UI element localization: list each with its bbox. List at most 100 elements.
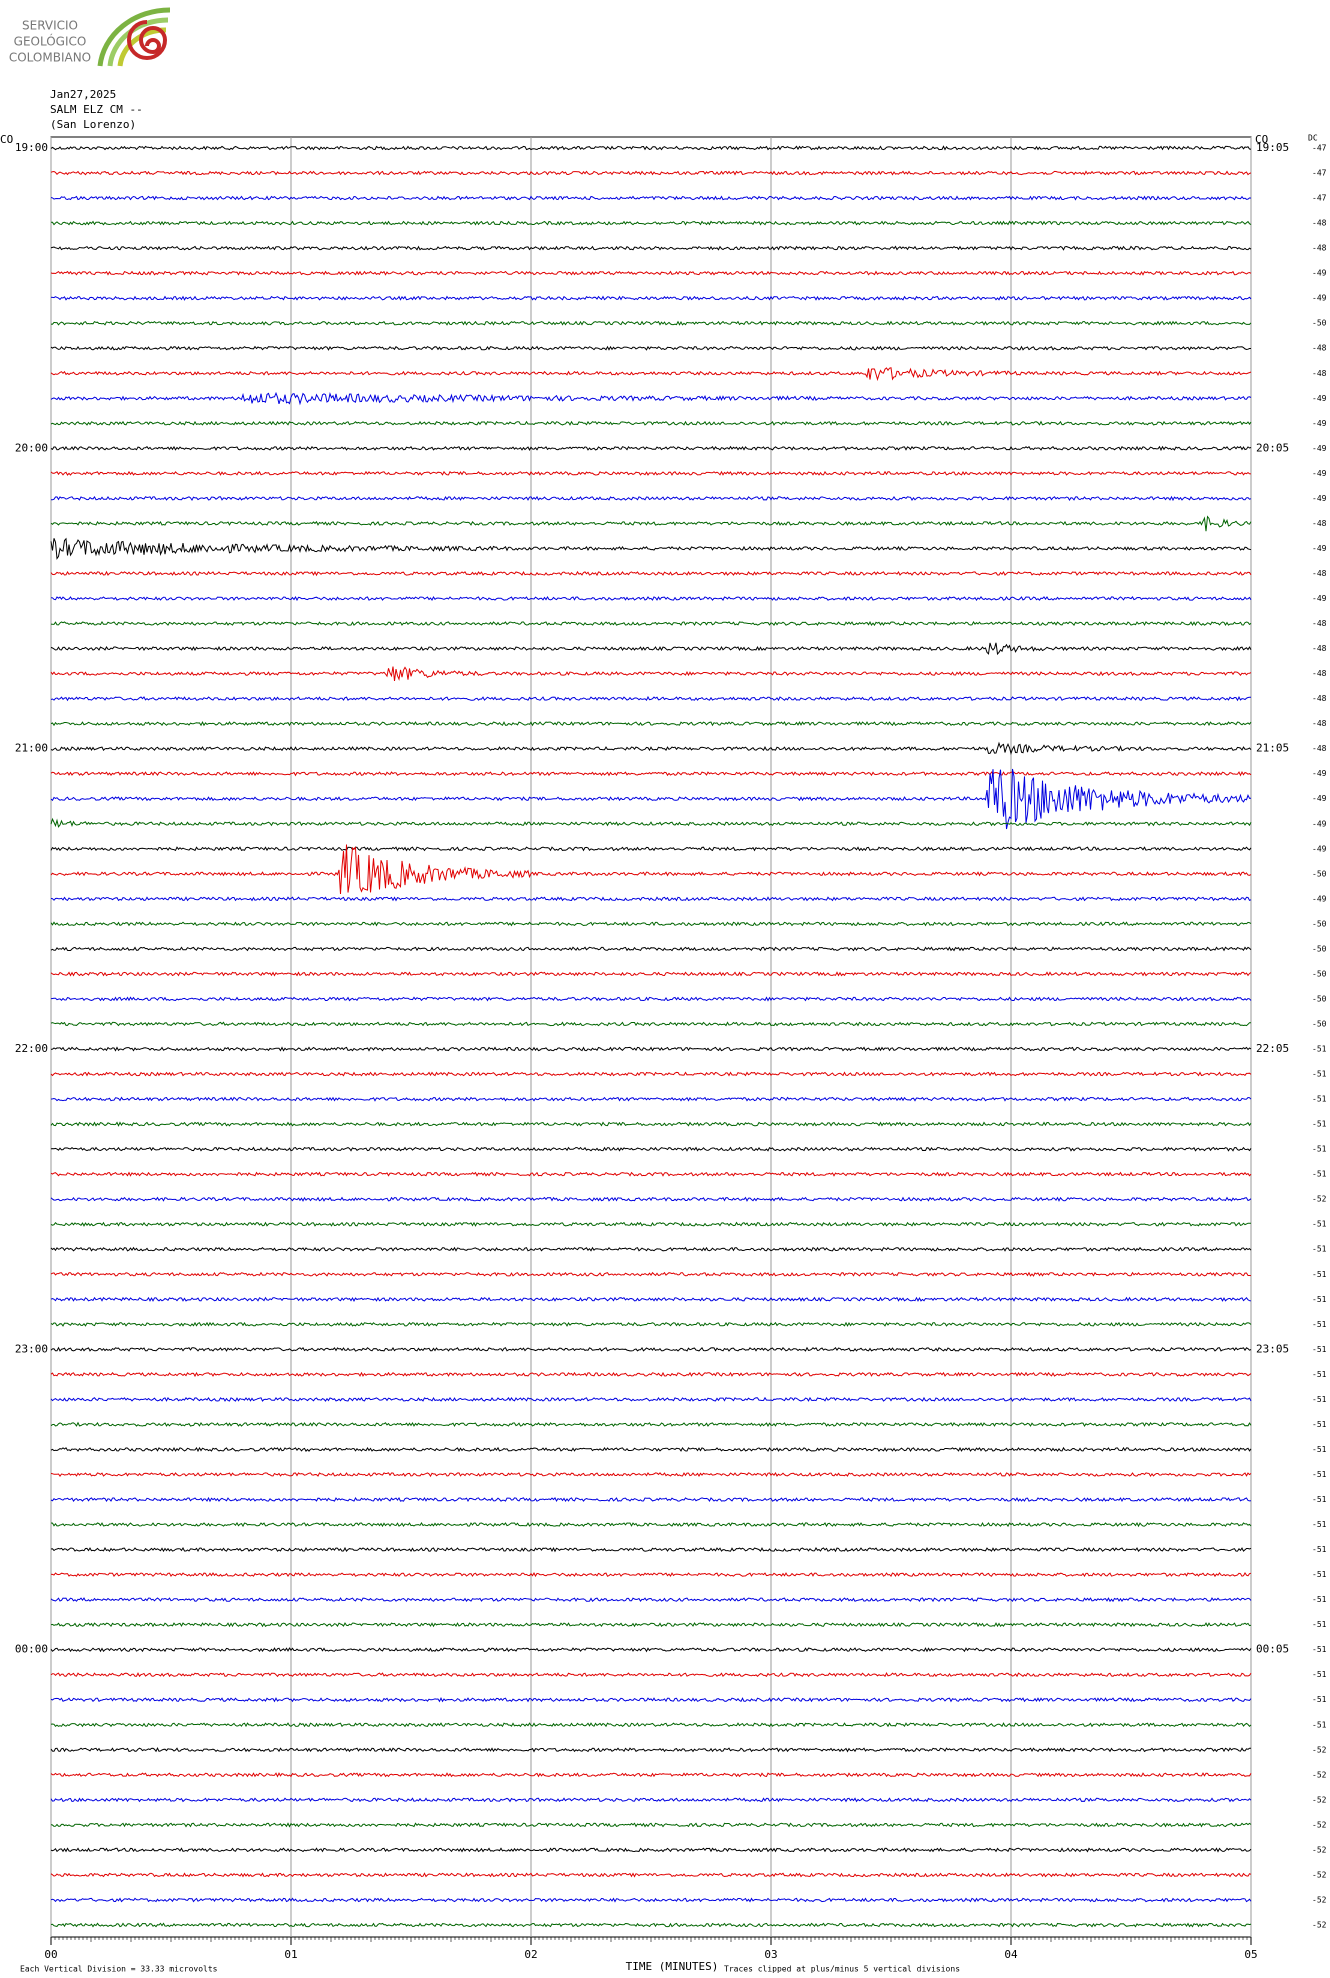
dc-offset: -51 — [1312, 1420, 1327, 1429]
trace — [50, 768, 1252, 830]
x-tick-label: 02 — [524, 1948, 537, 1961]
dc-offset: -50 — [1312, 869, 1327, 878]
trace — [51, 220, 1252, 226]
station: SALM ELZ CM -- — [50, 103, 143, 116]
dc-offset: -50 — [1312, 1019, 1327, 1028]
dc-offset: -49 — [1312, 544, 1327, 553]
dc-offset: -51 — [1312, 1270, 1327, 1279]
trace — [50, 1472, 1252, 1478]
trace — [50, 1872, 1252, 1878]
trace — [50, 1021, 1251, 1027]
trace — [50, 367, 1252, 382]
dc-offset: -48 — [1312, 519, 1327, 528]
trace — [50, 1722, 1252, 1728]
dc-offset: -47 — [1312, 194, 1327, 203]
trace — [50, 1672, 1252, 1678]
x-tick-label: 04 — [1004, 1948, 1018, 1961]
trace — [50, 1171, 1252, 1177]
dc-offset: -48 — [1312, 369, 1327, 378]
trace — [50, 1271, 1252, 1277]
dc-offset: -52 — [1312, 1770, 1327, 1779]
dc-offset: -51 — [1312, 1670, 1327, 1679]
dc-offset: -51 — [1312, 1645, 1327, 1654]
trace — [50, 971, 1252, 977]
dc-offset: -52 — [1312, 1870, 1327, 1879]
dc-offset: -51 — [1312, 1320, 1327, 1329]
trace — [50, 1296, 1252, 1302]
logo-spiral — [127, 20, 168, 60]
dc-offset: -51 — [1312, 1245, 1327, 1254]
left-time-label: 19:00 — [15, 141, 48, 154]
plot-frame — [50, 136, 1252, 1938]
dc-offset: -48 — [1312, 669, 1327, 678]
trace — [50, 1071, 1252, 1077]
dc-offset: -47 — [1312, 144, 1327, 153]
trace — [50, 1321, 1252, 1327]
x-tick-label: 03 — [764, 1948, 777, 1961]
trace — [50, 946, 1252, 952]
dc-offset: -50 — [1312, 944, 1327, 953]
dc-offset: -51 — [1312, 1495, 1327, 1504]
dc-offset: -51 — [1312, 1720, 1327, 1729]
dc-offset: -49 — [1312, 894, 1327, 903]
dc-offset: -49 — [1312, 469, 1327, 478]
trace — [50, 391, 1252, 406]
trace — [50, 537, 1252, 560]
x-tick-label: 01 — [284, 1948, 297, 1961]
dc-offset: -48 — [1312, 644, 1327, 653]
dc-label: DC — [1308, 134, 1318, 143]
trace — [50, 1622, 1252, 1628]
dc-offset: -51 — [1312, 1520, 1327, 1529]
dc-offset: -51 — [1312, 1295, 1327, 1304]
trace — [50, 1096, 1252, 1102]
logo-text: COLOMBIANO — [9, 51, 91, 65]
dc-offset: -49 — [1312, 269, 1327, 278]
right-time-label: 21:05 — [1256, 742, 1289, 755]
right-time-label: 23:05 — [1256, 1342, 1289, 1355]
clip-note: Traces clipped at plus/minus 5 vertical … — [724, 1965, 960, 1974]
dc-offset: -51 — [1312, 1370, 1327, 1379]
dc-offset: -51 — [1312, 1145, 1327, 1154]
dc-offset: -51 — [1312, 1620, 1327, 1629]
left-time-label: 23:00 — [15, 1342, 48, 1355]
trace — [50, 1396, 1252, 1402]
trace — [50, 515, 1252, 532]
trace — [50, 771, 1252, 777]
trace — [50, 1747, 1252, 1753]
trace — [50, 996, 1252, 1002]
dc-offset: -52 — [1312, 1745, 1327, 1754]
dc-offset: -48 — [1312, 244, 1327, 253]
dc-offset: -50 — [1312, 969, 1327, 978]
trace — [50, 1847, 1252, 1853]
dc-offset: -48 — [1312, 619, 1327, 628]
dc-offset: -52 — [1312, 1195, 1327, 1204]
trace — [50, 1146, 1252, 1152]
dc-offset: -48 — [1312, 569, 1327, 578]
trace — [50, 1346, 1252, 1352]
dc-offset: -48 — [1312, 694, 1327, 703]
dc-offset: -51 — [1312, 1545, 1327, 1554]
x-tick-label: 00 — [44, 1948, 57, 1961]
trace — [50, 570, 1252, 577]
dc-offset: -49 — [1312, 794, 1327, 803]
trace — [50, 1772, 1252, 1778]
trace — [50, 1797, 1252, 1803]
trace — [50, 1446, 1252, 1453]
dc-offset: -49 — [1312, 419, 1327, 428]
left-time-label: 00:00 — [15, 1643, 48, 1656]
dc-offset: -51 — [1312, 1120, 1327, 1129]
trace — [50, 621, 1252, 627]
dc-offset: -51 — [1312, 1070, 1327, 1079]
trace — [50, 1697, 1252, 1703]
dc-offset: -51 — [1312, 1595, 1327, 1604]
dc-offset: -52 — [1312, 1895, 1327, 1904]
dc-offset: -52 — [1312, 1820, 1327, 1829]
trace — [50, 1371, 1252, 1378]
dc-offset: -49 — [1312, 394, 1327, 403]
dc-offset: -49 — [1312, 294, 1327, 303]
trace — [50, 1897, 1252, 1903]
trace — [50, 470, 1252, 476]
dc-offset: -51 — [1312, 1695, 1327, 1704]
trace — [50, 1521, 1252, 1528]
